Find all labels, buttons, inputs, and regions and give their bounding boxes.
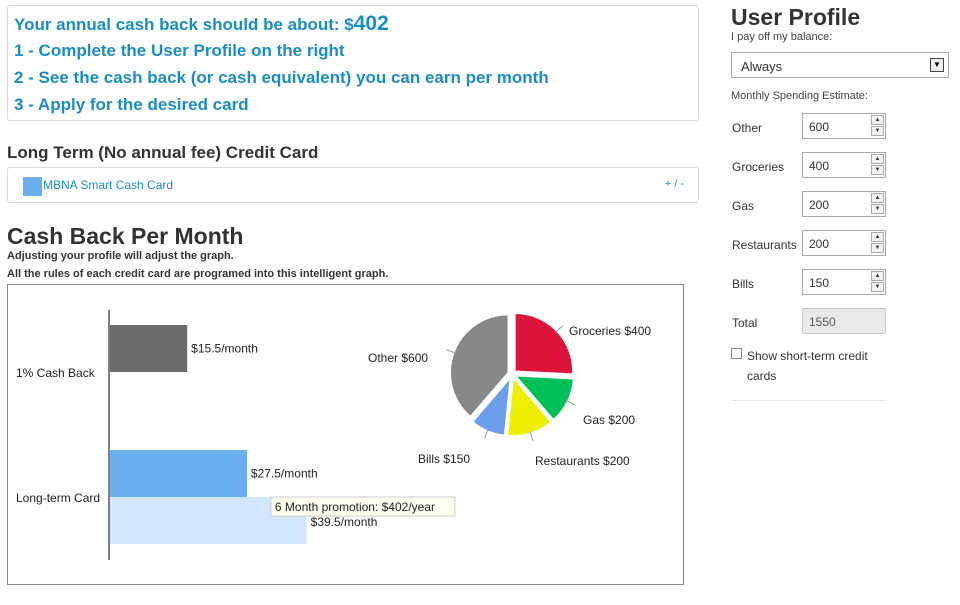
pie-slice-label: Other $600: [368, 351, 428, 365]
gas-label: Gas: [732, 199, 755, 213]
bar-value-label: $15.5/month: [191, 342, 258, 356]
cashback-subtitle-2: All the rules of each credit card are pr…: [7, 268, 389, 280]
total-label: Total: [732, 316, 758, 330]
pie-slice-label: Restaurants $200: [535, 454, 630, 468]
spending-label: Monthly Spending Estimate:: [731, 90, 868, 102]
groceries-stepper[interactable]: ▲ ▼: [871, 154, 884, 176]
short-term-label[interactable]: Show short-term credit cards: [747, 349, 868, 383]
pie-leader-line: [446, 349, 456, 354]
gas-value: 200: [809, 198, 830, 212]
gas-stepper[interactable]: ▲ ▼: [871, 193, 884, 215]
card-name-link[interactable]: MBNA Smart Cash Card: [43, 178, 174, 192]
bar-category-label: Long-term Card: [16, 491, 100, 505]
headline-prefix: Your annual cash back should be about: $: [14, 15, 354, 34]
chart-canvas: 1% Cash Back Long-term Card $15.5/month $27…: [16, 310, 651, 560]
pie-slice-label: Gas $200: [583, 413, 635, 427]
decrement-icon[interactable]: ▼: [871, 204, 884, 214]
short-term-checkbox[interactable]: [731, 348, 742, 359]
increment-icon[interactable]: ▲: [871, 232, 884, 242]
restaurants-input[interactable]: 200 ▲ ▼: [802, 230, 886, 256]
pie-slice: [514, 312, 574, 375]
bills-input[interactable]: 150 ▲ ▼: [802, 269, 886, 295]
bills-label: Bills: [732, 277, 755, 291]
total-field: 1550: [802, 308, 886, 334]
pie-leader-line: [483, 428, 489, 439]
decrement-icon[interactable]: ▼: [871, 243, 884, 253]
card-color-swatch: [23, 177, 42, 196]
profile-title: User Profile: [731, 4, 861, 30]
increment-icon[interactable]: ▲: [871, 154, 884, 164]
step-3: 3 - Apply for the desired card: [14, 95, 249, 114]
increment-icon[interactable]: ▲: [871, 193, 884, 203]
increment-icon[interactable]: ▲: [871, 115, 884, 125]
total-value: 1550: [809, 315, 836, 329]
step-2: 2 - See the cash back (or cash equivalen…: [14, 68, 549, 87]
groceries-value: 400: [809, 159, 830, 173]
balance-select-value: Always: [741, 59, 783, 74]
long-term-heading: Long Term (No annual fee) Credit Card: [7, 143, 319, 162]
balance-select[interactable]: Always ▼: [731, 52, 949, 78]
step-1: 1 - Complete the User Profile on the rig…: [14, 41, 345, 60]
decrement-icon[interactable]: ▼: [871, 165, 884, 175]
cashback-title: Cash Back Per Month: [7, 223, 244, 249]
annual-cashback-headline: Your annual cash back should be about: $…: [14, 12, 389, 36]
promotion-tooltip-text: 6 Month promotion: $402/year: [275, 500, 435, 514]
bills-value: 150: [809, 276, 830, 290]
bar-value-label: $39.5/month: [311, 515, 378, 529]
pie-slice-label: Bills $150: [418, 452, 470, 466]
decrement-icon[interactable]: ▼: [871, 282, 884, 292]
cashback-subtitle-1: Adjusting your profile will adjust the g…: [7, 250, 234, 262]
promotion-tooltip: [270, 496, 456, 517]
annual-cashback-amount: 402: [353, 12, 389, 35]
other-stepper[interactable]: ▲ ▼: [871, 115, 884, 137]
card-row-mbna[interactable]: MBNA Smart Cash Card + / -: [7, 167, 699, 203]
increment-icon[interactable]: ▲: [871, 271, 884, 281]
instructions-box: Your annual cash back should be about: $…: [7, 5, 699, 121]
other-value: 600: [809, 120, 830, 134]
balance-label: I pay off my balance:: [731, 31, 833, 43]
pie-leader-line: [529, 431, 534, 441]
decrement-icon[interactable]: ▼: [871, 126, 884, 136]
groceries-input[interactable]: 400 ▲ ▼: [802, 152, 886, 178]
pie-leader-line: [565, 399, 576, 406]
divider: [731, 400, 887, 401]
bar: [110, 325, 188, 372]
chevron-down-icon[interactable]: ▼: [930, 58, 944, 72]
restaurants-stepper[interactable]: ▲ ▼: [871, 232, 884, 254]
bar-value-label: $27.5/month: [251, 467, 318, 481]
bills-stepper[interactable]: ▲ ▼: [871, 271, 884, 293]
gas-input[interactable]: 200 ▲ ▼: [802, 191, 886, 217]
bar: [110, 450, 247, 497]
other-input[interactable]: 600 ▲ ▼: [802, 113, 886, 139]
other-label: Other: [732, 121, 763, 135]
pie-leader-line: [555, 325, 564, 334]
bar-category-label: 1% Cash Back: [16, 366, 96, 380]
restaurants-label: Restaurants: [732, 238, 797, 252]
cashback-chart: 1% Cash Back Long-term Card $15.5/month $27…: [7, 284, 684, 585]
groceries-label: Groceries: [732, 160, 785, 174]
expand-toggle[interactable]: + / -: [664, 178, 684, 190]
restaurants-value: 200: [809, 237, 830, 251]
pie-slice-label: Groceries $400: [569, 324, 651, 338]
